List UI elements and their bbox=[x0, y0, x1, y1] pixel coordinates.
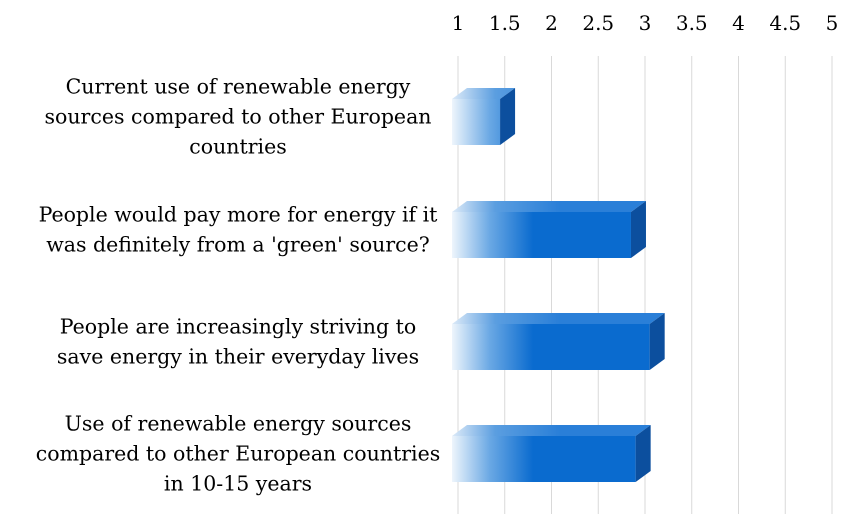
bar-side-face bbox=[635, 425, 651, 482]
category-label: People would pay more for energy if it wa… bbox=[39, 203, 439, 257]
category-label-line: People would pay more for energy if it bbox=[39, 203, 439, 227]
bar-side-face bbox=[649, 313, 665, 370]
category-label-line: was definitely from a 'green' source? bbox=[46, 233, 430, 257]
x-tick-label: 4.5 bbox=[769, 11, 801, 35]
x-tick-label: 1 bbox=[452, 11, 465, 35]
category-label-line: in 10-15 years bbox=[164, 472, 312, 496]
category-labels: Current use of renewable energy sources c… bbox=[36, 75, 441, 496]
category-label-line: compared to other European countries bbox=[36, 442, 441, 466]
x-tick-label: 4 bbox=[732, 11, 745, 35]
bar-side-face bbox=[500, 88, 516, 145]
x-tick-label: 2 bbox=[545, 11, 558, 35]
bar-side-face bbox=[630, 201, 646, 258]
category-label: People are increasingly striving to save … bbox=[57, 315, 419, 369]
category-label-line: sources compared to other European bbox=[44, 105, 431, 129]
bar-top-face bbox=[452, 88, 516, 99]
category-label: Current use of renewable energy sources c… bbox=[44, 75, 431, 159]
bar bbox=[452, 88, 516, 145]
category-label: Use of renewable energy sources compared … bbox=[36, 412, 441, 496]
x-tick-label: 2.5 bbox=[582, 11, 614, 35]
category-label-line: Current use of renewable energy bbox=[66, 75, 411, 99]
bar-front-face bbox=[452, 436, 636, 482]
category-label-line: countries bbox=[189, 135, 286, 159]
x-axis-ticks: 1 1.5 2 2.5 3 3.5 4 4.5 5 bbox=[452, 11, 839, 35]
category-label-line: save energy in their everyday lives bbox=[57, 345, 419, 369]
bar bbox=[452, 313, 665, 370]
x-tick-label: 5 bbox=[826, 11, 839, 35]
bar bbox=[452, 201, 646, 258]
bars bbox=[452, 88, 665, 482]
x-tick-label: 3 bbox=[639, 11, 652, 35]
bar-front-face bbox=[452, 212, 631, 258]
bar bbox=[452, 425, 651, 482]
x-tick-label: 1.5 bbox=[489, 11, 521, 35]
category-label-line: Use of renewable energy sources bbox=[65, 412, 412, 436]
bar-front-face bbox=[452, 99, 501, 145]
x-tick-label: 3.5 bbox=[676, 11, 708, 35]
bar-top-face bbox=[452, 425, 651, 436]
bar-top-face bbox=[452, 313, 665, 324]
bar-front-face bbox=[452, 324, 650, 370]
category-label-line: People are increasingly striving to bbox=[60, 315, 416, 339]
bar-top-face bbox=[452, 201, 646, 212]
